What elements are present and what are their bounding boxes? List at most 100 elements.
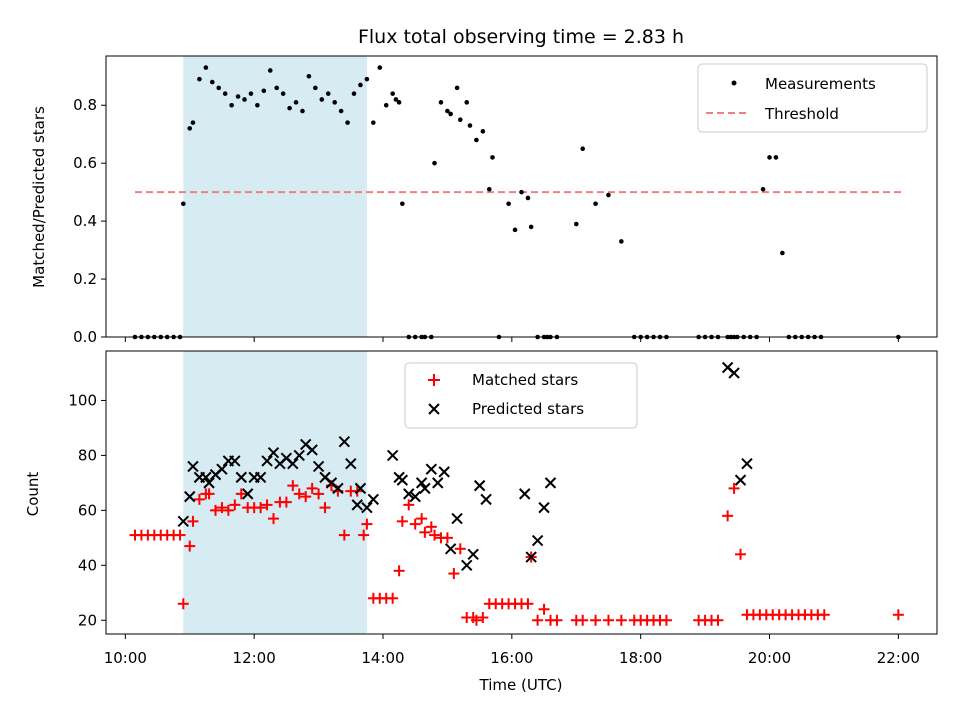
predicted-star-point <box>544 477 557 489</box>
x-axis-label: Time (UTC) <box>479 676 563 694</box>
legend-marker-predicted <box>428 403 440 415</box>
measurement-point <box>525 195 531 201</box>
measurement-point <box>445 108 450 114</box>
bottom-x-tick-label: 16:00 <box>490 649 533 667</box>
matched-star-point <box>735 548 747 560</box>
predicted-star-point <box>728 367 740 379</box>
measurement-point <box>338 108 344 114</box>
measurement-point <box>438 100 444 105</box>
predicted-star-point <box>229 455 241 467</box>
bottom-x-tick-label: 14:00 <box>361 649 404 667</box>
bottom-x-tick-label: 22:00 <box>877 649 920 667</box>
matched-star-point <box>184 540 196 552</box>
predicted-star-point <box>419 482 431 495</box>
measurement-point <box>255 102 260 108</box>
predicted-star-point <box>415 477 428 489</box>
measurement-point <box>780 250 785 256</box>
matched-star-point <box>267 513 279 525</box>
matched-star-point <box>538 603 550 615</box>
predicted-star-point <box>425 463 438 475</box>
predicted-star-point <box>473 479 486 492</box>
measurement-point <box>760 186 766 192</box>
measurement-point <box>203 65 209 70</box>
predicted-star-point <box>444 543 457 555</box>
measurement-point <box>432 160 437 166</box>
predicted-star-point <box>525 551 537 563</box>
matched-star-point <box>660 614 672 626</box>
legend-label-threshold: Threshold <box>764 105 839 123</box>
matched-star-point <box>203 488 215 500</box>
predicted-star-point <box>338 435 351 448</box>
legend-marker-measurements <box>731 80 737 86</box>
measurement-point <box>448 111 453 117</box>
predicted-star-point <box>538 501 550 514</box>
top-y-tick-label: 0.8 <box>73 96 97 114</box>
bottom-y-tick-label: 80 <box>78 446 97 464</box>
bottom-x-tick-label: 20:00 <box>748 649 791 667</box>
legend-label-matched: Matched stars <box>472 371 578 389</box>
measurement-point <box>619 239 624 244</box>
measurement-point <box>306 73 312 79</box>
matched-star-point <box>722 510 734 522</box>
matched-star-point <box>319 502 331 514</box>
predicted-star-point <box>200 471 212 484</box>
matched-star-point <box>448 568 460 580</box>
matched-star-point <box>306 482 318 494</box>
observing-window-shade-top <box>183 56 367 337</box>
predicted-star-point <box>293 449 305 462</box>
measurement-point <box>181 201 186 207</box>
measurement-point <box>773 155 779 160</box>
matched-star-point <box>387 592 399 604</box>
matched-star-point <box>532 614 544 626</box>
matched-star-point <box>174 529 186 541</box>
matched-star-point <box>187 515 199 527</box>
predicted-star-point <box>461 559 473 572</box>
predicted-star-point <box>312 460 325 473</box>
predicted-star-point <box>203 477 215 489</box>
predicted-star-point <box>467 548 479 561</box>
predicted-star-point <box>242 488 254 500</box>
legend-label-measurements: Measurements <box>765 75 876 93</box>
matched-star-point <box>358 529 370 541</box>
measurement-point <box>400 201 405 207</box>
measurement-point <box>390 91 395 96</box>
matched-star-point <box>590 614 602 626</box>
matched-star-point <box>602 614 614 626</box>
matched-star-point <box>416 513 428 525</box>
bottom-x-tick-label: 10:00 <box>104 649 147 667</box>
measurement-point <box>528 224 534 230</box>
measurement-point <box>319 97 325 102</box>
measurement-point <box>358 82 363 88</box>
measurement-point <box>467 123 473 128</box>
matched-star-point <box>255 502 267 514</box>
matched-star-point <box>818 609 830 621</box>
measurement-point <box>300 108 305 114</box>
predicted-star-point <box>216 463 228 475</box>
predicted-star-point <box>734 474 747 486</box>
measurement-point <box>229 102 234 108</box>
predicted-star-point <box>306 444 318 456</box>
bottom-x-tick-label: 12:00 <box>233 649 276 667</box>
measurement-point <box>293 100 299 105</box>
top-legend: Measurements Threshold <box>697 63 928 133</box>
measurement-point <box>606 192 611 198</box>
measurement-point <box>490 155 495 160</box>
matched-star-point <box>615 614 627 626</box>
predicted-star-point <box>267 446 280 459</box>
predicted-stars-points <box>177 361 753 572</box>
bottom-y-axis-label: Count <box>24 472 42 517</box>
predicted-star-point <box>361 501 373 514</box>
matched-star-point <box>429 529 441 541</box>
predicted-star-point <box>432 477 444 489</box>
measurement-point <box>458 117 463 123</box>
matched-star-point <box>712 614 724 626</box>
predicted-star-point <box>741 457 753 470</box>
predicted-star-point <box>396 474 409 486</box>
measurement-point <box>573 221 579 227</box>
measurement-point <box>364 76 370 82</box>
matched-star-point <box>577 614 589 626</box>
measurement-point <box>209 79 215 85</box>
measurement-point <box>580 146 585 152</box>
observing-window-shade-bottom <box>183 351 367 634</box>
top-y-tick-label: 0.0 <box>73 328 97 346</box>
